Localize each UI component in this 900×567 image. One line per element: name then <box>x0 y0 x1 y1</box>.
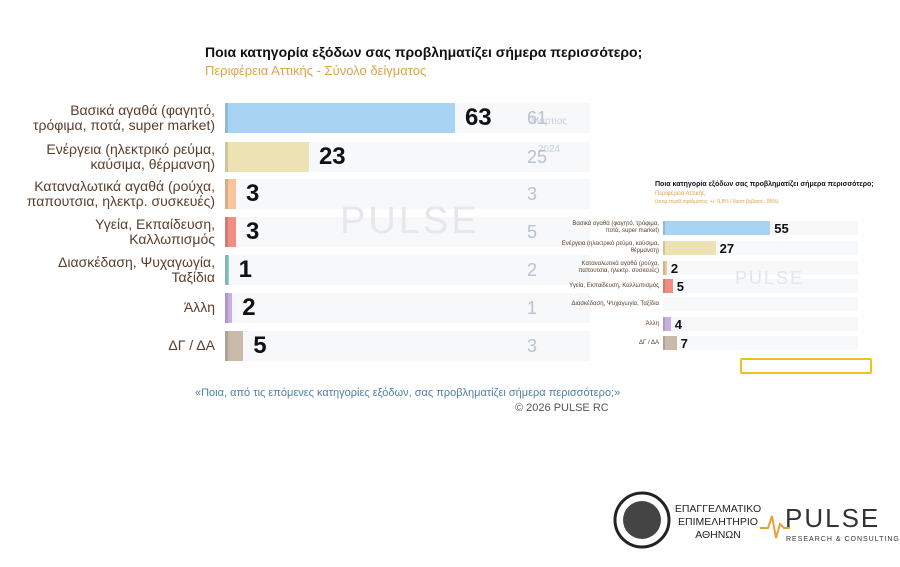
value-label: 3 <box>245 180 260 207</box>
category-label: Διασκέδαση, Ψυχαγωγία, Ταξίδια <box>571 300 659 307</box>
row-band <box>663 336 858 350</box>
value-label: 23 <box>318 143 346 170</box>
row-band <box>663 261 858 275</box>
comparison-value: 25 <box>527 146 548 167</box>
value-label: 2 <box>670 260 679 276</box>
copyright: © 2026 PULSE RC <box>515 402 609 414</box>
category-label: Διασκέδαση, Ψυχαγωγία, Ταξίδια <box>58 253 215 285</box>
small-subtitle: Περιφέρεια Αττικής <box>655 191 705 197</box>
category-label: Άλλη <box>183 299 215 316</box>
category-label: Καταναλωτικά αγαθά (ρούχα, παπουτσια, ηλ… <box>578 261 659 274</box>
chamber-logo <box>613 491 671 549</box>
value-label: 4 <box>674 316 683 332</box>
value-label: 7 <box>680 335 688 351</box>
bar <box>225 255 229 285</box>
small-title: Ποια κατηγορία εξόδων σας προβληματίζει … <box>655 181 874 188</box>
category-label: Ενέργεια (ηλεκτρικό ρεύμα, καύσιμα, θέρμ… <box>561 241 659 254</box>
comparison-value: 61 <box>527 107 548 128</box>
small-note: (εκτιμ.περιθ.σφάλματος: +/- 9,8% / διαστ… <box>655 199 779 205</box>
pulse-sub: RESEARCH & CONSULTING <box>786 536 900 543</box>
bar <box>663 221 771 235</box>
chamber-name: ΕΠΑΓΓΕΛΜΑΤΙΚΟ ΕΠΙΜΕΛΗΤΗΡΙΟ ΑΘΗΝΩΝ <box>674 503 762 542</box>
bar <box>225 142 309 172</box>
category-label: Υγεία, Εκπαίδευση, Καλλωπισμός <box>95 215 215 247</box>
chart-subtitle: Περιφέρεια Αττικής - Σύνολο δείγματος <box>205 63 427 78</box>
small-frame <box>740 358 872 374</box>
category-label: ΔΓ / ΔΑ <box>639 339 659 346</box>
comparison-value: 1 <box>527 297 538 318</box>
category-label: Υγεία, Εκπαίδευση, Καλλωπισμός <box>569 282 659 289</box>
value-label: 5 <box>253 332 267 359</box>
footnote: «Ποια, από τις επόμενες κατηγορίες εξόδω… <box>195 387 621 399</box>
comparison-label: Μάρτιος 2024 <box>530 116 568 155</box>
category-label: Βασικά αγαθά (φαγητό, τρόφιμα, ποτά, sup… <box>572 221 659 234</box>
category-label: ΔΓ / ΔΑ <box>168 337 215 354</box>
comparison-value: 3 <box>527 335 538 356</box>
pulse-icon <box>760 515 790 539</box>
pulse-logo: PULSE <box>785 503 881 533</box>
value-label: 5 <box>676 278 684 294</box>
value-label: 55 <box>774 220 789 236</box>
row-band <box>225 217 590 247</box>
chart-title: Ποια κατηγορία εξόδων σας προβληματίζει … <box>205 44 643 60</box>
row-band <box>663 279 858 293</box>
row-band <box>225 293 590 323</box>
comparison-value: 2 <box>527 259 538 280</box>
row-band <box>225 255 590 285</box>
small-watermark: PULSE <box>735 268 805 288</box>
bar <box>663 241 716 255</box>
bar <box>225 331 244 361</box>
value-label: 1 <box>238 256 252 283</box>
bar <box>225 217 236 247</box>
bar <box>663 317 671 331</box>
value-label: 3 <box>245 218 260 245</box>
bar <box>225 179 236 209</box>
bar <box>225 293 233 323</box>
comparison-value: 5 <box>527 221 538 242</box>
category-label: Καταναλωτικά αγαθά (ρούχα, παπουτσια, ηλ… <box>26 177 215 209</box>
bar <box>663 279 673 293</box>
value-label: 27 <box>719 240 735 256</box>
value-label: 63 <box>464 104 492 131</box>
category-label: Βασικά αγαθά (φαγητό, τρόφιμα, ποτά, sup… <box>32 101 215 133</box>
row-band <box>225 331 590 361</box>
category-label: Ενέργεια (ηλεκτρικό ρεύμα, καύσιμα, θέρμ… <box>46 140 215 172</box>
bar <box>663 336 677 350</box>
watermark: PULSE <box>340 200 480 242</box>
bar <box>663 261 667 275</box>
row-band <box>663 297 858 311</box>
comparison-value: 3 <box>527 183 538 204</box>
value-label: 2 <box>242 294 256 321</box>
row-band <box>225 179 590 209</box>
category-label: Άλλη <box>645 320 659 327</box>
bar <box>225 103 455 133</box>
row-band <box>663 317 858 331</box>
